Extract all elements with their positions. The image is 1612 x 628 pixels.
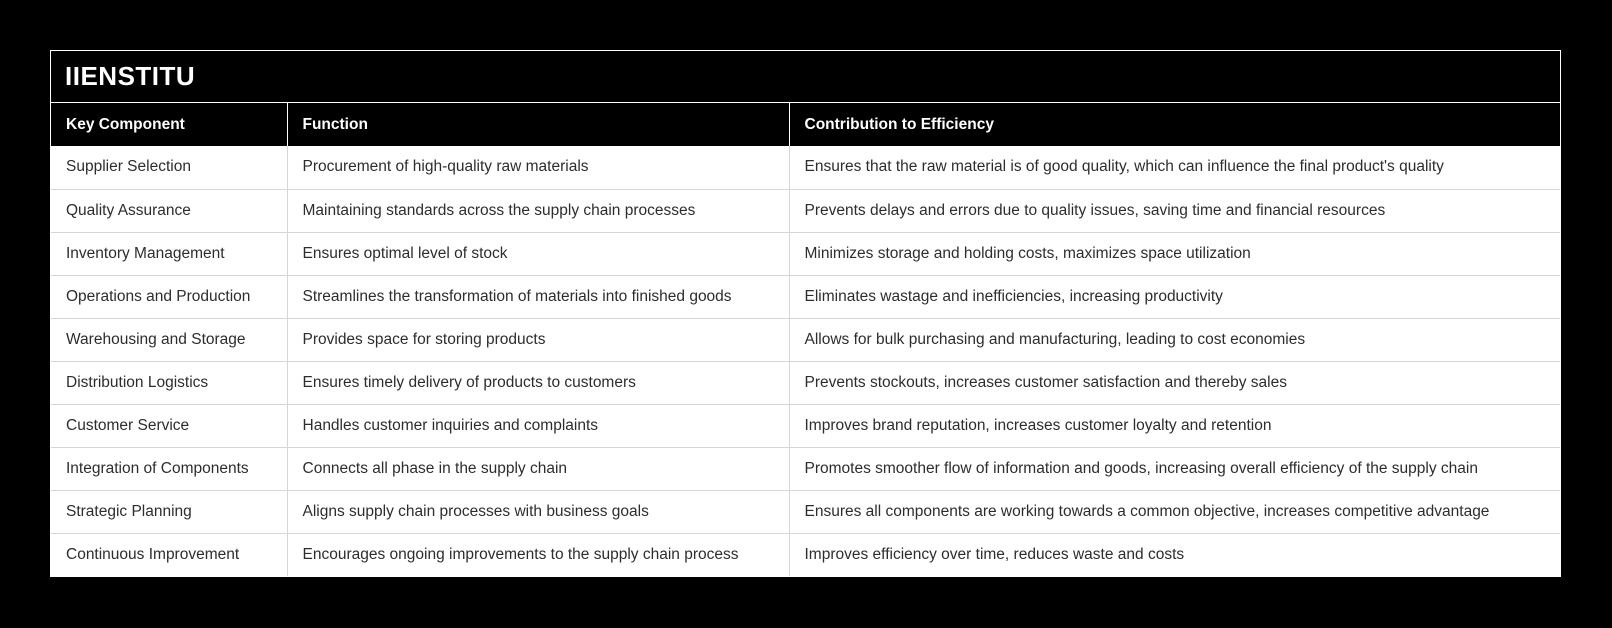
cell-function: Provides space for storing products xyxy=(287,317,790,361)
cell-contribution-to-efficiency: Improves brand reputation, increases cus… xyxy=(789,403,1560,447)
table-row: Integration of Components Connects all ph… xyxy=(51,446,1560,490)
cell-contribution-to-efficiency: Improves efficiency over time, reduces w… xyxy=(789,532,1560,576)
cell-key-component: Supplier Selection xyxy=(51,146,288,189)
table-row: Inventory Management Ensures optimal leve… xyxy=(51,231,1560,275)
cell-contribution-to-efficiency: Prevents delays and errors due to qualit… xyxy=(789,188,1560,232)
supply-chain-table: Key Component Function Contribution to E… xyxy=(51,103,1560,576)
cell-function: Connects all phase in the supply chain xyxy=(287,446,790,490)
supply-chain-table-card: IIENSTITU Key Component Function Contrib… xyxy=(50,50,1561,577)
table-row: Supplier Selection Procurement of high-qu… xyxy=(51,146,1560,189)
cell-key-component: Continuous Improvement xyxy=(51,532,288,576)
cell-contribution-to-efficiency: Eliminates wastage and inefficiencies, i… xyxy=(789,274,1560,318)
cell-contribution-to-efficiency: Minimizes storage and holding costs, max… xyxy=(789,231,1560,275)
cell-key-component: Operations and Production xyxy=(51,274,288,318)
cell-key-component: Customer Service xyxy=(51,403,288,447)
cell-key-component: Integration of Components xyxy=(51,446,288,490)
cell-function: Encourages ongoing improvements to the s… xyxy=(287,532,790,576)
cell-function: Maintaining standards across the supply … xyxy=(287,188,790,232)
table-title-bar: IIENSTITU xyxy=(51,51,1560,103)
column-header-key-component: Key Component xyxy=(51,103,288,146)
cell-key-component: Distribution Logistics xyxy=(51,360,288,404)
cell-key-component: Inventory Management xyxy=(51,231,288,275)
table-row: Operations and Production Streamlines the… xyxy=(51,274,1560,318)
table-row: Strategic Planning Aligns supply chain pr… xyxy=(51,489,1560,533)
table-row: Continuous Improvement Encourages ongoing… xyxy=(51,532,1560,576)
cell-key-component: Warehousing and Storage xyxy=(51,317,288,361)
cell-key-component: Quality Assurance xyxy=(51,188,288,232)
cell-function: Ensures timely delivery of products to c… xyxy=(287,360,790,404)
table-row: Distribution Logistics Ensures timely del… xyxy=(51,360,1560,404)
cell-function: Procurement of high-quality raw material… xyxy=(287,146,790,189)
column-header-contribution-to-efficiency: Contribution to Efficiency xyxy=(789,103,1560,146)
table-row: Warehousing and Storage Provides space fo… xyxy=(51,317,1560,361)
header-row: Key Component Function Contribution to E… xyxy=(51,103,1560,146)
table-body: Supplier Selection Procurement of high-qu… xyxy=(51,146,1560,576)
cell-function: Handles customer inquiries and complaint… xyxy=(287,403,790,447)
cell-contribution-to-efficiency: Ensures all components are working towar… xyxy=(789,489,1560,533)
cell-function: Streamlines the transformation of materi… xyxy=(287,274,790,318)
table-header: Key Component Function Contribution to E… xyxy=(51,103,1560,146)
cell-contribution-to-efficiency: Ensures that the raw material is of good… xyxy=(789,146,1560,189)
cell-key-component: Strategic Planning xyxy=(51,489,288,533)
table-row: Customer Service Handles customer inquiri… xyxy=(51,403,1560,447)
cell-function: Ensures optimal level of stock xyxy=(287,231,790,275)
cell-contribution-to-efficiency: Prevents stockouts, increases customer s… xyxy=(789,360,1560,404)
cell-function: Aligns supply chain processes with busin… xyxy=(287,489,790,533)
brand-title: IIENSTITU xyxy=(65,61,196,91)
table-row: Quality Assurance Maintaining standards a… xyxy=(51,188,1560,232)
cell-contribution-to-efficiency: Promotes smoother flow of information an… xyxy=(789,446,1560,490)
column-header-function: Function xyxy=(287,103,790,146)
cell-contribution-to-efficiency: Allows for bulk purchasing and manufactu… xyxy=(789,317,1560,361)
